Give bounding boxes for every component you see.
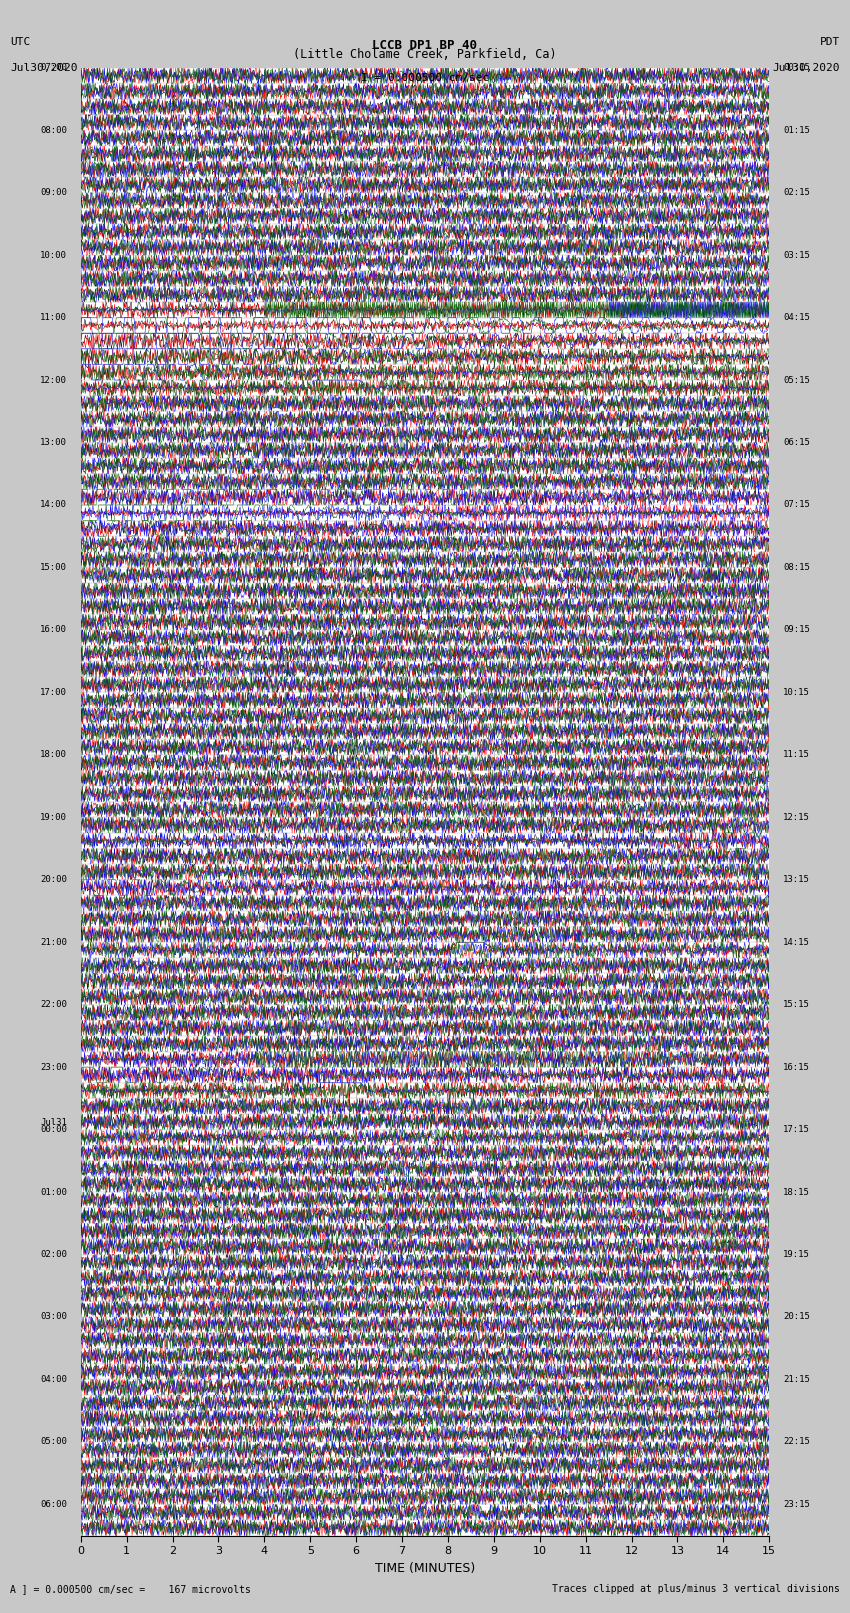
Text: 21:00: 21:00 — [40, 937, 67, 947]
Text: UTC: UTC — [10, 37, 31, 47]
Text: 02:00: 02:00 — [40, 1250, 67, 1260]
Text: 19:00: 19:00 — [40, 813, 67, 821]
Text: 17:00: 17:00 — [40, 687, 67, 697]
Text: 17:15: 17:15 — [783, 1126, 810, 1134]
Text: 06:00: 06:00 — [40, 1500, 67, 1508]
Text: 11:15: 11:15 — [783, 750, 810, 760]
Text: 11:00: 11:00 — [40, 313, 67, 323]
Text: 14:00: 14:00 — [40, 500, 67, 510]
Text: 14:15: 14:15 — [783, 937, 810, 947]
Text: 19:15: 19:15 — [783, 1250, 810, 1260]
Text: 09:15: 09:15 — [783, 626, 810, 634]
Text: (Little Cholame Creek, Parkfield, Ca): (Little Cholame Creek, Parkfield, Ca) — [293, 48, 557, 61]
Text: PDT: PDT — [819, 37, 840, 47]
Text: 16:00: 16:00 — [40, 626, 67, 634]
X-axis label: TIME (MINUTES): TIME (MINUTES) — [375, 1561, 475, 1574]
Text: 06:15: 06:15 — [783, 439, 810, 447]
Text: 03:00: 03:00 — [40, 1313, 67, 1321]
Text: 23:15: 23:15 — [783, 1500, 810, 1508]
Text: 23:00: 23:00 — [40, 1063, 67, 1071]
Text: 10:00: 10:00 — [40, 250, 67, 260]
Text: 20:00: 20:00 — [40, 876, 67, 884]
Text: 16:15: 16:15 — [783, 1063, 810, 1071]
Text: 05:15: 05:15 — [783, 376, 810, 384]
Text: 15:15: 15:15 — [783, 1000, 810, 1010]
Text: 21:15: 21:15 — [783, 1374, 810, 1384]
Text: 01:15: 01:15 — [783, 126, 810, 135]
Text: 15:00: 15:00 — [40, 563, 67, 573]
Text: 09:00: 09:00 — [40, 189, 67, 197]
Text: 13:00: 13:00 — [40, 439, 67, 447]
Text: 12:00: 12:00 — [40, 376, 67, 384]
Text: 18:00: 18:00 — [40, 750, 67, 760]
Text: 00:15: 00:15 — [783, 63, 810, 73]
Text: 04:15: 04:15 — [783, 313, 810, 323]
Text: LCCB DP1 BP 40: LCCB DP1 BP 40 — [372, 39, 478, 52]
Text: 12:15: 12:15 — [783, 813, 810, 821]
Text: 01:00: 01:00 — [40, 1187, 67, 1197]
Text: 07:00: 07:00 — [40, 63, 67, 73]
Text: 05:00: 05:00 — [40, 1437, 67, 1447]
Text: 20:15: 20:15 — [783, 1313, 810, 1321]
Text: 08:15: 08:15 — [783, 563, 810, 573]
Text: 00:00: 00:00 — [40, 1126, 67, 1134]
Text: 08:00: 08:00 — [40, 126, 67, 135]
Text: 18:15: 18:15 — [783, 1187, 810, 1197]
Text: 03:15: 03:15 — [783, 250, 810, 260]
Text: Jul31: Jul31 — [40, 1118, 67, 1127]
Text: A ] = 0.000500 cm/sec =    167 microvolts: A ] = 0.000500 cm/sec = 167 microvolts — [10, 1584, 251, 1594]
Text: 10:15: 10:15 — [783, 687, 810, 697]
Text: 22:15: 22:15 — [783, 1437, 810, 1447]
Text: 22:00: 22:00 — [40, 1000, 67, 1010]
Text: 04:00: 04:00 — [40, 1374, 67, 1384]
Text: Jul30,2020: Jul30,2020 — [10, 63, 77, 73]
Text: 02:15: 02:15 — [783, 189, 810, 197]
Text: 07:15: 07:15 — [783, 500, 810, 510]
Text: 13:15: 13:15 — [783, 876, 810, 884]
Text: Jul30,2020: Jul30,2020 — [773, 63, 840, 73]
Text: I = 0.000500 cm/sec: I = 0.000500 cm/sec — [361, 73, 489, 82]
Text: Traces clipped at plus/minus 3 vertical divisions: Traces clipped at plus/minus 3 vertical … — [552, 1584, 840, 1594]
